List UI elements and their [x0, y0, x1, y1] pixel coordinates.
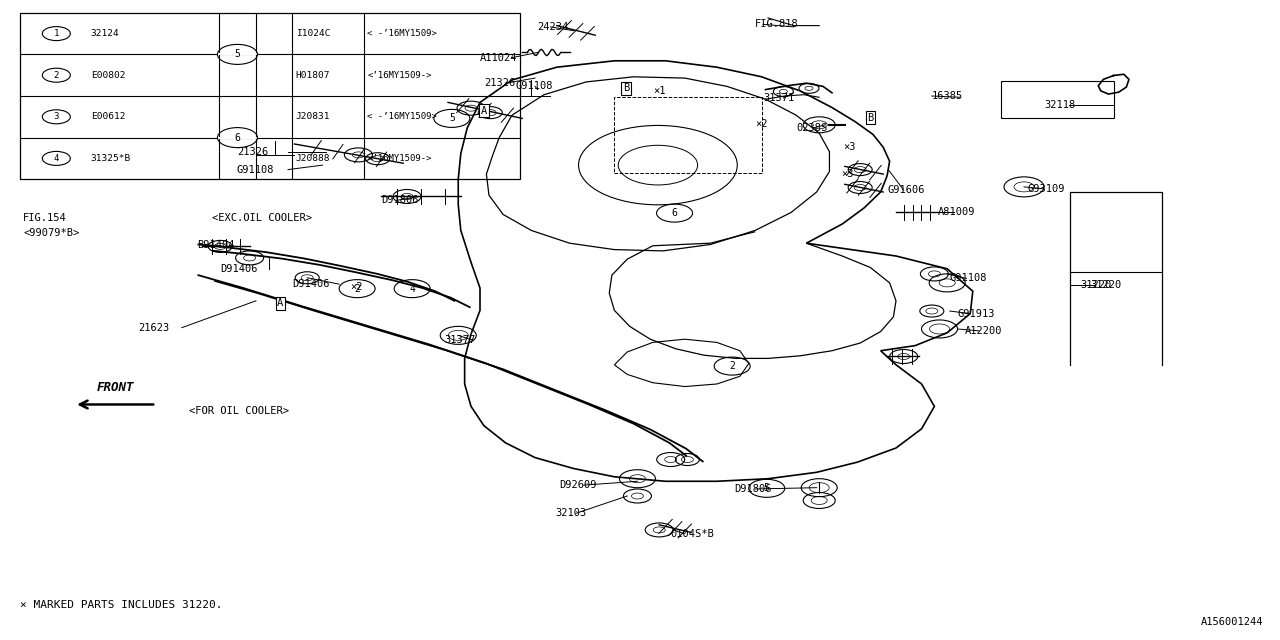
Text: D91406: D91406: [220, 264, 257, 274]
Text: D91806: D91806: [381, 195, 419, 205]
Text: ×1: ×1: [653, 86, 666, 96]
Text: E00802: E00802: [91, 70, 125, 80]
Text: < -’16MY1509>: < -’16MY1509>: [367, 112, 438, 122]
Text: D92609: D92609: [559, 480, 596, 490]
Text: A156001244: A156001244: [1201, 617, 1263, 627]
Text: 24234: 24234: [538, 22, 568, 32]
Text: 32103: 32103: [556, 508, 586, 518]
Text: < -’16MY1509>: < -’16MY1509>: [367, 29, 438, 38]
Text: FIG.154: FIG.154: [23, 212, 67, 223]
Text: 5: 5: [449, 113, 454, 124]
Text: D91406: D91406: [292, 279, 329, 289]
Text: 16385: 16385: [932, 91, 963, 101]
Text: B: B: [868, 113, 873, 123]
Bar: [20, 13, 520, 179]
Text: ×3: ×3: [844, 142, 856, 152]
Bar: [1001, 81, 1114, 118]
Text: G91108: G91108: [516, 81, 553, 92]
Text: 32118: 32118: [1044, 100, 1075, 110]
Text: 31371: 31371: [763, 93, 794, 103]
Text: FRONT: FRONT: [96, 381, 134, 394]
Text: 31220: 31220: [1091, 280, 1121, 290]
Text: 21326: 21326: [484, 78, 515, 88]
Text: 4: 4: [54, 154, 59, 163]
Text: H01807: H01807: [296, 70, 330, 80]
Text: 3: 3: [54, 112, 59, 122]
Text: <’16MY1509->: <’16MY1509->: [367, 154, 431, 163]
Text: 31220: 31220: [1080, 280, 1111, 290]
Text: G91108: G91108: [237, 164, 274, 175]
Text: 0238S: 0238S: [796, 123, 827, 133]
Text: B91404: B91404: [197, 240, 234, 250]
Text: J20831: J20831: [296, 112, 330, 122]
Text: FIG.818: FIG.818: [755, 19, 799, 29]
Text: 4: 4: [410, 284, 415, 294]
Text: ×2: ×2: [351, 282, 364, 292]
Text: A: A: [481, 106, 486, 116]
Text: <FOR OIL COOLER>: <FOR OIL COOLER>: [189, 406, 289, 416]
Text: × MARKED PARTS INCLUDES 31220.: × MARKED PARTS INCLUDES 31220.: [20, 600, 223, 610]
Text: G91913: G91913: [957, 308, 995, 319]
Text: <EXC.OIL COOLER>: <EXC.OIL COOLER>: [212, 212, 312, 223]
Text: 6: 6: [234, 132, 241, 143]
Text: A11024: A11024: [480, 52, 517, 63]
Text: 2: 2: [730, 361, 735, 371]
Text: D91806: D91806: [735, 484, 772, 494]
Text: 32124: 32124: [91, 29, 119, 38]
Text: ×3: ×3: [841, 169, 854, 179]
Text: G93109: G93109: [1028, 184, 1065, 194]
Text: 31325*B: 31325*B: [91, 154, 131, 163]
Text: <’16MY1509->: <’16MY1509->: [367, 70, 431, 80]
Text: J20888: J20888: [296, 154, 330, 163]
Text: 31377: 31377: [444, 335, 475, 346]
Text: B: B: [623, 83, 628, 93]
Text: E00612: E00612: [91, 112, 125, 122]
Text: 21623: 21623: [138, 323, 169, 333]
Text: ×2: ×2: [755, 119, 768, 129]
Bar: [614, 97, 762, 173]
Text: 21326: 21326: [237, 147, 268, 157]
Text: G91108: G91108: [950, 273, 987, 284]
Text: 1: 1: [54, 29, 59, 38]
Text: <99079*B>: <99079*B>: [23, 228, 79, 238]
Text: 2: 2: [355, 284, 360, 294]
Text: 5: 5: [764, 483, 769, 493]
Text: G91606: G91606: [887, 185, 924, 195]
Text: 6: 6: [672, 208, 677, 218]
Text: 0104S*B: 0104S*B: [671, 529, 714, 539]
Text: A: A: [278, 298, 283, 308]
Text: A12200: A12200: [965, 326, 1002, 336]
Text: 2: 2: [54, 70, 59, 80]
Text: A81009: A81009: [938, 207, 975, 218]
Text: 5: 5: [234, 49, 241, 60]
Text: I1024C: I1024C: [296, 29, 330, 38]
